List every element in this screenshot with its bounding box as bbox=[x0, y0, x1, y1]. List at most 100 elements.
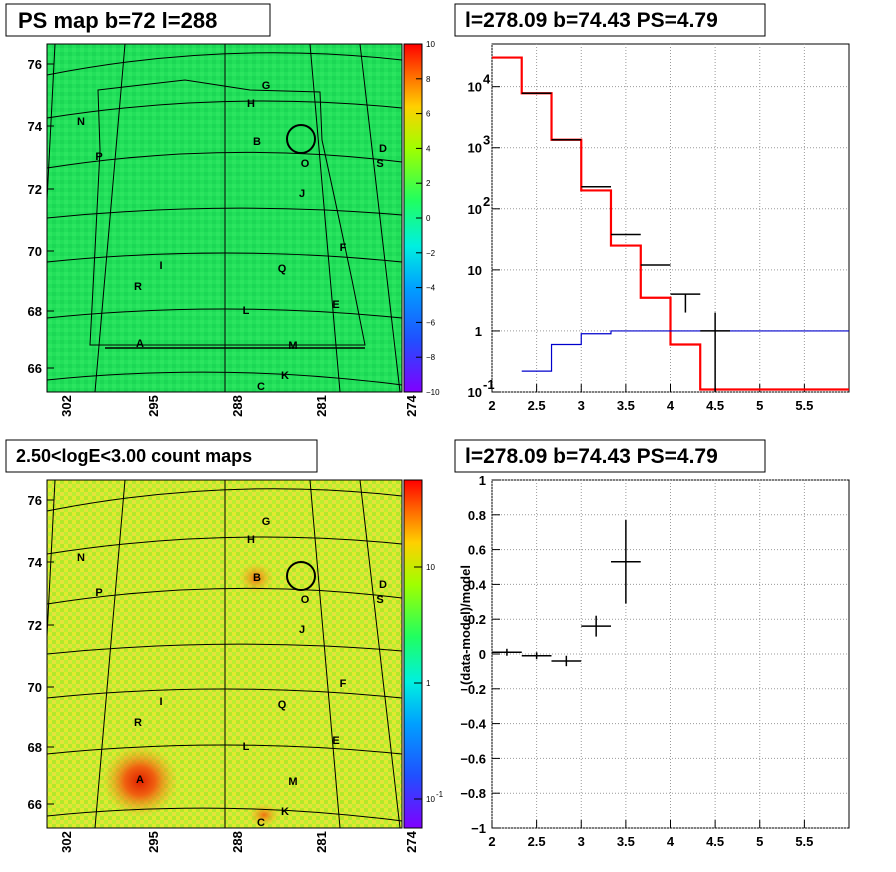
map-x-tick-label: 302 bbox=[59, 831, 74, 853]
map-source-label: L bbox=[243, 741, 250, 753]
palette-tick-label: −2 bbox=[426, 249, 436, 258]
x-tick-label: 3.5 bbox=[617, 398, 635, 413]
count-map-source-labels: A B C D E F GH I J K L M N O P Q R S bbox=[77, 516, 387, 829]
residual-y-axis: 1 0.8 0.6 0.4 0.2 0 −0.2 −0.4 −0.6 −0.8 −1 bbox=[460, 473, 500, 836]
palette-tick-label: 2 bbox=[426, 179, 431, 188]
map-x-tick-label: 295 bbox=[146, 395, 161, 417]
y-tick-label: −0.8 bbox=[460, 786, 486, 801]
count-map-palette bbox=[403, 479, 423, 829]
map-x-tick-label: 295 bbox=[146, 831, 161, 853]
palette-tick-label: 10 bbox=[426, 40, 435, 49]
map-source-label: A bbox=[136, 338, 144, 350]
y-tick-label: 1 bbox=[479, 473, 486, 488]
map-source-label: G bbox=[262, 516, 271, 528]
map-source-label: Q bbox=[278, 263, 287, 275]
map-source-label: F bbox=[340, 678, 347, 690]
palette-tick-label: −8 bbox=[426, 353, 436, 362]
ps-map-x-axis: 302 295 288 281 274 bbox=[59, 394, 419, 416]
y-tick-exponent: -1 bbox=[483, 377, 495, 392]
map-source-label: G bbox=[262, 80, 271, 92]
y-tick-label: 10 bbox=[468, 80, 482, 95]
y-tick-label: 0.8 bbox=[468, 508, 486, 523]
palette-tick-label: 0 bbox=[426, 214, 431, 223]
y-tick-label: 0.2 bbox=[468, 612, 486, 627]
ps-map-palette-ticks: 10 8 6 4 2 0 −2 −4 −6 −8 −10 bbox=[416, 40, 440, 397]
count-map-grid bbox=[46, 479, 403, 829]
palette-tick-label: −6 bbox=[426, 318, 436, 327]
model-source-step-line bbox=[521, 330, 849, 372]
ps-map-y-axis: 76 74 72 70 68 66 bbox=[28, 57, 54, 376]
map-source-label: H bbox=[247, 534, 255, 546]
y-tick-label: −0.4 bbox=[460, 717, 486, 732]
x-tick-label: 2.5 bbox=[528, 398, 546, 413]
map-source-label: M bbox=[288, 776, 297, 788]
map-source-label: F bbox=[340, 242, 347, 254]
count-map-title: 2.50<logE<3.00 count maps bbox=[16, 446, 252, 466]
y-tick-label: 10 bbox=[468, 385, 482, 400]
map-source-label: D bbox=[379, 579, 387, 591]
x-tick-label: 5 bbox=[756, 834, 763, 849]
x-tick-label: 4 bbox=[667, 834, 675, 849]
map-source-label: M bbox=[288, 340, 297, 352]
palette-tick-label: −10 bbox=[426, 388, 440, 397]
spectrum-title-box bbox=[454, 3, 766, 37]
spectrum-panel: l=278.09 b=74.43 PS=4.79 10410310210110-… bbox=[454, 3, 850, 413]
x-tick-label: 2.5 bbox=[528, 834, 546, 849]
map-y-tick-label: 66 bbox=[28, 361, 42, 376]
map-source-label: A bbox=[136, 774, 144, 786]
spectrum-title: l=278.09 b=74.43 PS=4.79 bbox=[465, 9, 718, 32]
ps-map-source-circle bbox=[286, 124, 316, 154]
map-y-tick-label: 68 bbox=[28, 304, 42, 319]
map-source-label: P bbox=[95, 151, 102, 163]
map-source-label: K bbox=[281, 370, 289, 382]
count-map-title-box bbox=[5, 439, 318, 473]
palette-tick-label: 4 bbox=[426, 144, 431, 153]
y-tick-label: 0.4 bbox=[468, 577, 487, 592]
map-source-label: O bbox=[301, 594, 310, 606]
map-y-tick-label: 74 bbox=[28, 555, 43, 570]
y-tick-label: 10 bbox=[468, 202, 482, 217]
map-source-label: J bbox=[299, 624, 305, 636]
x-tick-label: 5.5 bbox=[795, 398, 813, 413]
palette-tick-label: 10 bbox=[426, 563, 435, 572]
map-y-tick-label: 70 bbox=[28, 244, 42, 259]
map-x-tick-label: 288 bbox=[230, 395, 245, 417]
residual-title: l=278.09 b=74.43 PS=4.79 bbox=[465, 445, 718, 468]
map-y-tick-label: 70 bbox=[28, 680, 42, 695]
palette-tick-label: 6 bbox=[426, 110, 431, 119]
palette-tick-label: 1 bbox=[426, 679, 431, 688]
y-tick-label: 0.6 bbox=[468, 543, 486, 558]
map-source-label: J bbox=[299, 188, 305, 200]
map-source-label: E bbox=[332, 735, 339, 747]
x-tick-label: 2 bbox=[488, 398, 495, 413]
y-tick-label: 10 bbox=[468, 141, 482, 156]
map-y-tick-label: 66 bbox=[28, 797, 42, 812]
map-source-label: N bbox=[77, 552, 85, 564]
residual-title-box bbox=[454, 439, 766, 473]
x-tick-label: 3 bbox=[578, 834, 585, 849]
map-source-label: H bbox=[247, 98, 255, 110]
map-source-label: Q bbox=[278, 699, 287, 711]
count-map-y-axis: 76 74 72 70 68 66 bbox=[28, 493, 54, 812]
map-source-label: R bbox=[134, 717, 142, 729]
map-y-tick-label: 74 bbox=[28, 119, 43, 134]
y-tick-label: 1 bbox=[475, 324, 482, 339]
y-tick-exponent: 4 bbox=[483, 72, 491, 87]
map-source-label: B bbox=[253, 572, 261, 584]
map-source-label: C bbox=[257, 381, 265, 393]
palette-tick-label: 8 bbox=[426, 75, 431, 84]
residual-x-axis: 2 2.5 3 3.5 4 4.5 5 5.5 bbox=[488, 820, 813, 849]
map-source-label: R bbox=[134, 281, 142, 293]
y-tick-label: 10 bbox=[468, 263, 482, 278]
x-tick-label: 5 bbox=[756, 398, 763, 413]
spectrum-grid bbox=[491, 44, 849, 393]
y-tick-exponent: 3 bbox=[483, 133, 490, 148]
x-tick-label: 5.5 bbox=[795, 834, 813, 849]
x-tick-label: 4.5 bbox=[706, 398, 724, 413]
map-source-label: D bbox=[379, 143, 387, 155]
map-x-tick-label: 281 bbox=[314, 395, 329, 417]
residual-ylabel: (data-model)/model bbox=[458, 565, 473, 685]
